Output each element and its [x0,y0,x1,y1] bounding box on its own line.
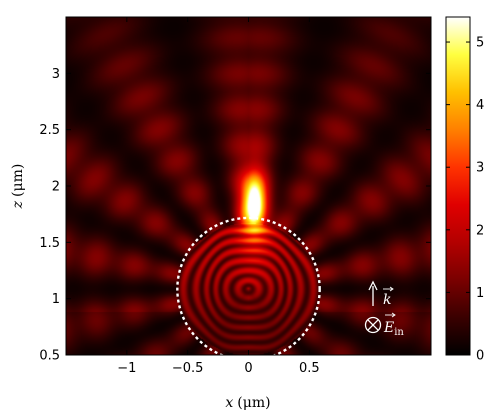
field-label: Ein [383,320,404,338]
colorbar-tick-label: 4 [476,98,484,113]
colorbar: 0 1 2 3 4 5 [445,16,484,364]
y-tick-label: 3 [52,67,60,82]
x-tick-label: −1 [117,361,136,376]
colorbar-tick-label: 3 [476,161,484,176]
colorbar-tick-label: 0 [476,349,484,364]
colorbar-tick-label: 2 [476,223,484,238]
colorbar-tick-label: 5 [476,36,484,51]
x-tick-label: −0.5 [172,361,204,376]
k-vector-label: k [383,292,391,308]
x-tick-label: 0 [244,361,252,376]
y-tick-label: 0.5 [39,349,60,364]
x-tick-label: 0.5 [299,361,320,376]
y-tick-label: 2 [52,180,60,195]
y-axis-ticks: 0.5 1 1.5 2 2.5 3 [39,67,431,364]
y-axis-label: z(μm) [10,164,26,210]
polarization-annotation: k Ein [364,280,404,338]
y-tick-label: 1.5 [39,236,60,251]
y-tick-label: 2.5 [39,123,60,138]
colorbar-tick-label: 1 [476,286,484,301]
k-arrow-head [368,280,378,291]
sphere-outline [176,216,321,355]
k-overarrow-head [389,286,394,292]
heatmap-area [66,17,431,355]
y-tick-label: 1 [52,292,60,307]
x-axis-label: x (μm) [225,395,270,411]
x-axis-ticks: −1 −0.5 0 0.5 [117,17,320,376]
into-page-symbol [364,316,382,334]
colorbar-frame [445,16,471,356]
heatmap-image [66,17,431,355]
colorbar-gradient [446,17,470,355]
colorbar-ticks: 0 1 2 3 4 5 [446,36,484,364]
e-overarrow-head [391,312,396,318]
into-page-cross-2 [367,319,379,331]
